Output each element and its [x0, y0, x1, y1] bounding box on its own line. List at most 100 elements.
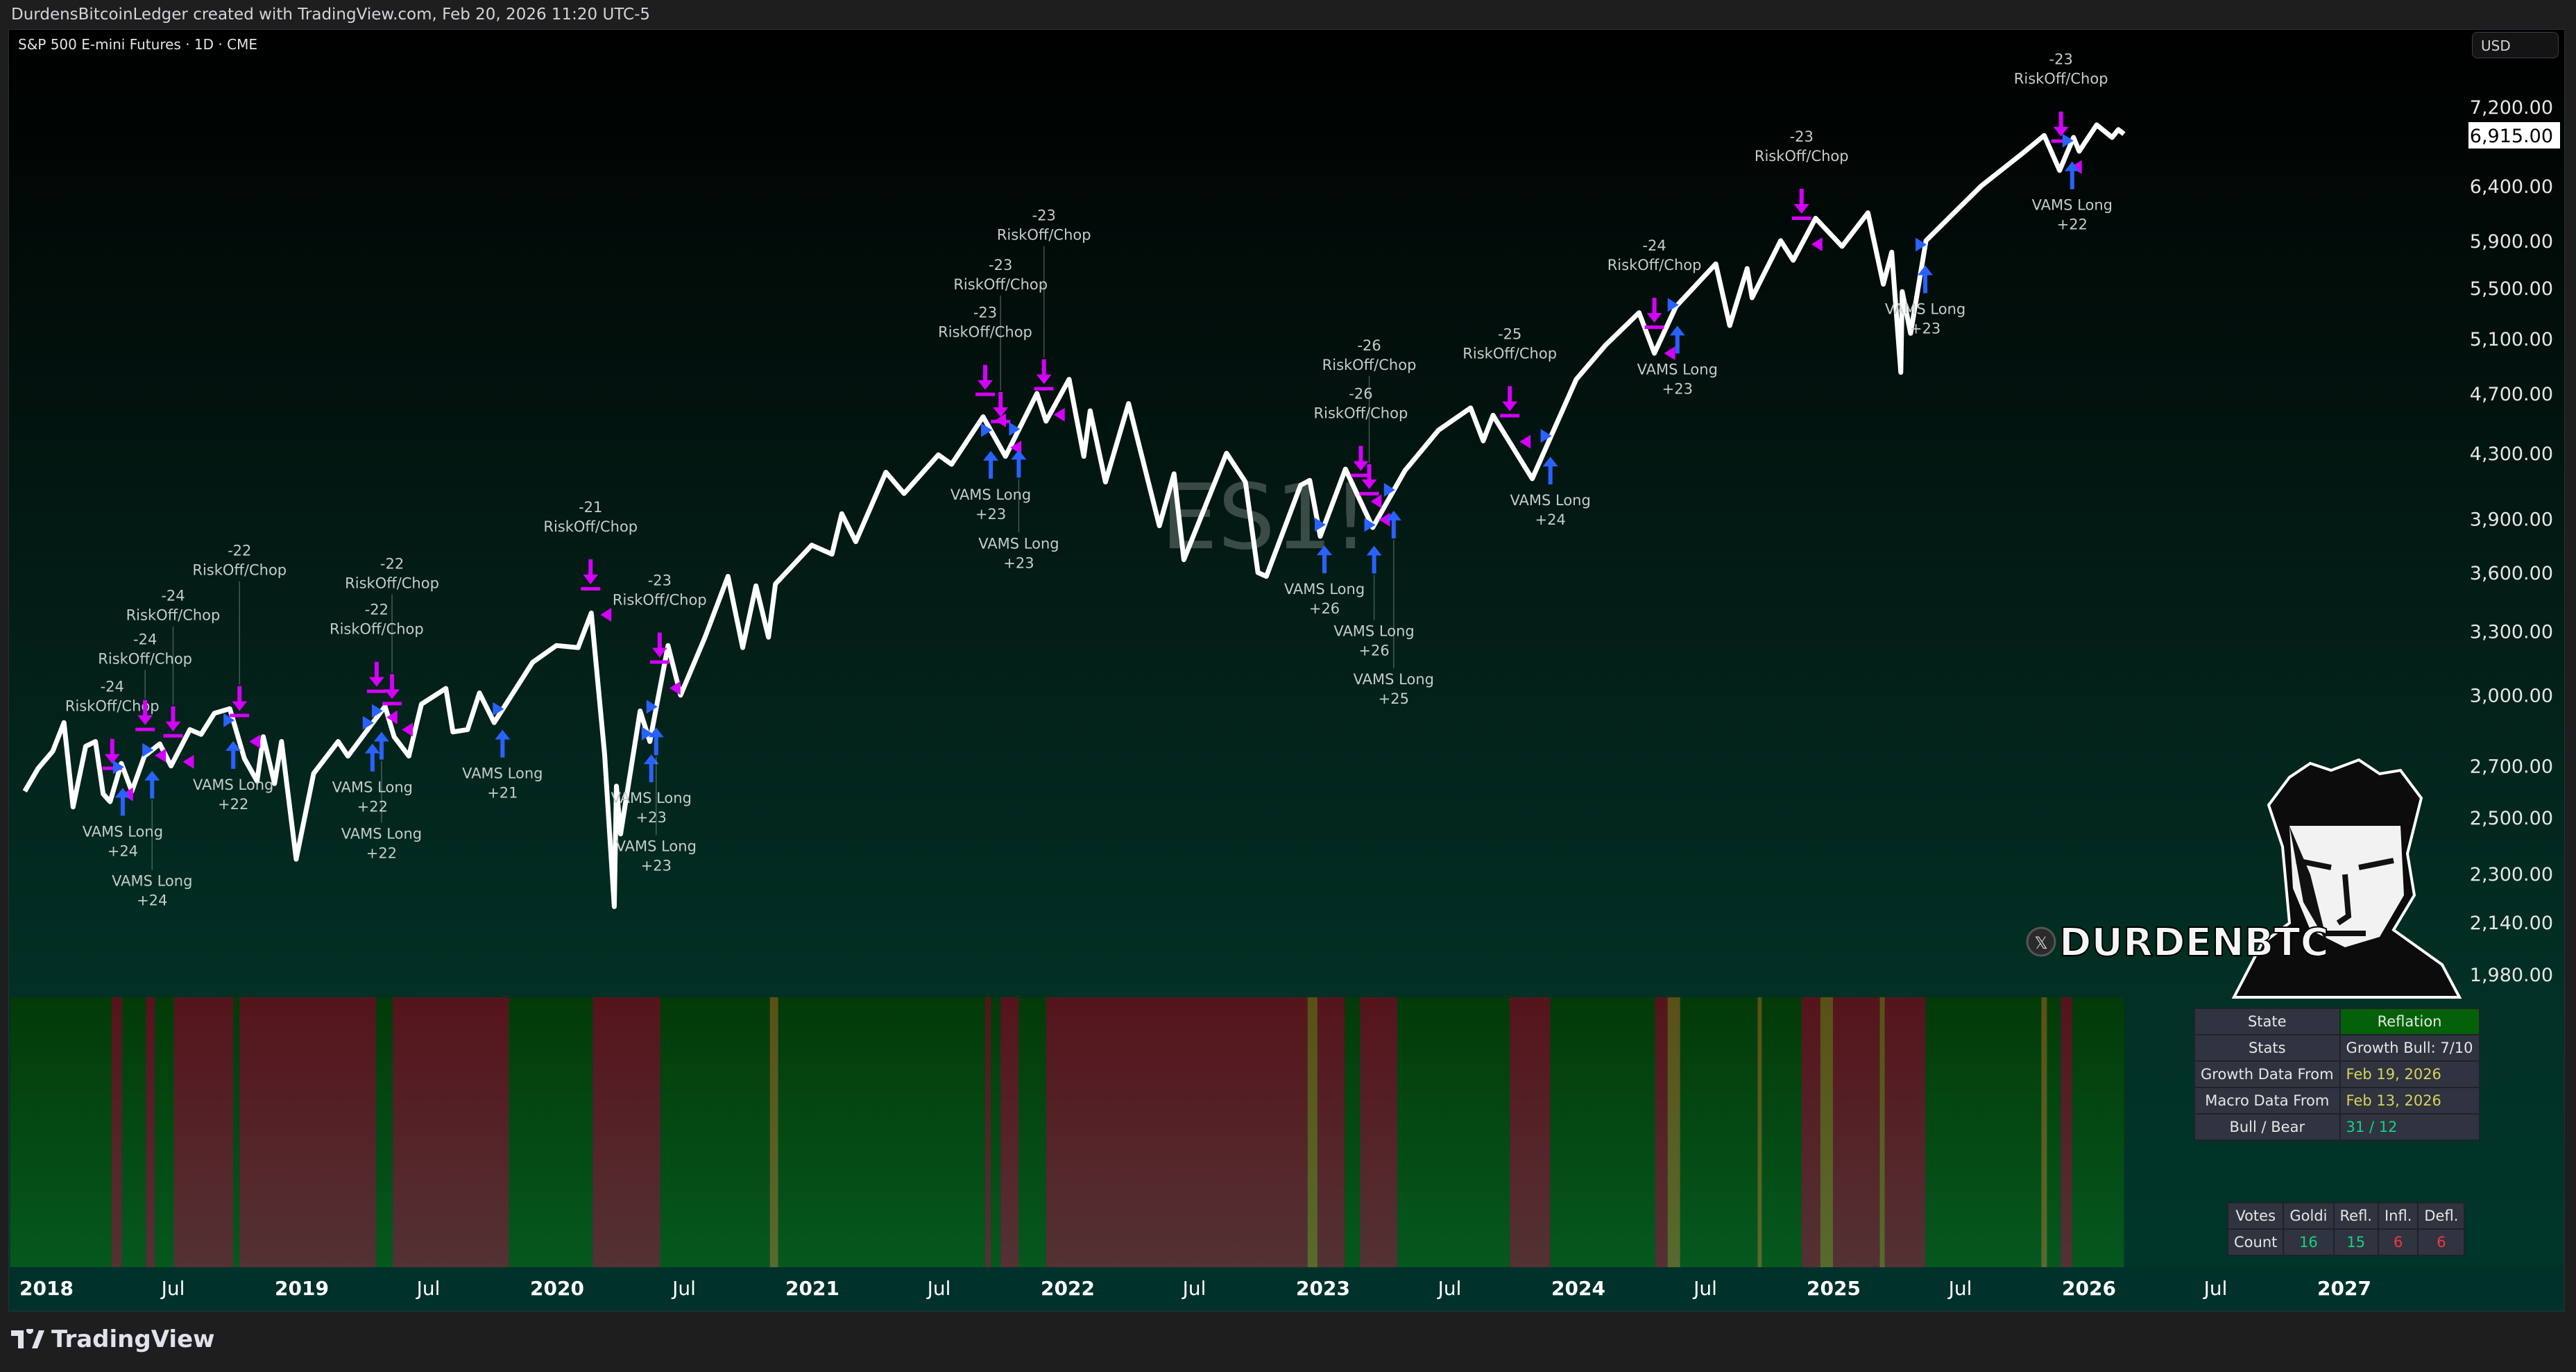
riskoff-signal: -23 RiskOff/Chop	[613, 573, 707, 695]
regime-band-bear	[111, 997, 122, 1267]
symbol-title[interactable]: S&P 500 E-mini Futures · 1D · CME	[18, 36, 257, 53]
triangle-left-icon	[1811, 237, 1823, 251]
header-cell: Goldi	[2283, 1202, 2335, 1230]
regime-band-bull	[991, 997, 1001, 1267]
regime-band-bear	[1360, 997, 1397, 1267]
currency-button[interactable]: USD	[2472, 32, 2559, 58]
vams-long-signal: VAMS Long +21	[462, 702, 543, 802]
riskoff-signal: -24 RiskOff/Chop	[98, 632, 192, 763]
vams-long-signal: VAMS Long +23	[1885, 237, 1965, 337]
regime-band-bear	[393, 997, 509, 1267]
signal-label: VAMS Long	[950, 486, 1031, 503]
regime-band-bear	[1884, 997, 1926, 1267]
signal-score: -23	[1032, 208, 1056, 224]
regime-band-bull	[509, 997, 593, 1267]
signal-markers: -24 RiskOff/Chop VAMS Long +24 -24 RiskOff/Ch…	[65, 51, 2113, 909]
riskoff-signal: -23 RiskOff/Chop	[938, 305, 1032, 427]
header-cell: Defl.	[2417, 1202, 2466, 1230]
signal-label: RiskOff/Chop	[330, 621, 424, 638]
signal-label: RiskOff/Chop	[2014, 71, 2108, 87]
signal-score: -26	[1349, 386, 1372, 403]
signal-score: -23	[2049, 51, 2073, 68]
price-axis-tick: 2,300.00	[2470, 864, 2553, 886]
signal-label: RiskOff/Chop	[543, 518, 638, 535]
triangle-right-icon	[1364, 518, 1376, 532]
time-axis-tick: Jul	[1947, 1277, 1972, 1300]
regime-band-bull	[1345, 997, 1360, 1267]
regime-band-neutral	[1307, 997, 1317, 1267]
x-icon	[2026, 926, 2056, 957]
count-cell: 15	[2332, 1228, 2379, 1256]
arrow-up-icon	[643, 754, 659, 783]
signal-label: VAMS Long	[1885, 300, 1965, 317]
signal-label: RiskOff/Chop	[98, 651, 192, 668]
arrow-up-icon	[1542, 457, 1558, 485]
table-row: Bull / Bear 31 / 12	[2194, 1113, 2480, 1141]
signal-label: VAMS Long	[611, 790, 692, 806]
signal-score: +26	[1358, 642, 1389, 659]
arrow-down-icon	[230, 686, 250, 718]
time-axis[interactable]	[9, 1267, 2564, 1310]
arrow-down-icon	[2051, 111, 2071, 143]
row-label: Stats	[2194, 1034, 2341, 1062]
triangle-right-icon	[981, 423, 993, 437]
arrow-up-icon	[225, 740, 241, 769]
signal-score: -23	[973, 305, 997, 321]
triangle-right-icon	[1009, 422, 1021, 437]
regime-band-bear	[1832, 997, 1880, 1267]
signal-label: RiskOff/Chop	[613, 592, 707, 609]
header-cell: Refl.	[2332, 1202, 2379, 1230]
signal-score: +24	[1535, 511, 1566, 528]
regime-band-bull	[121, 997, 146, 1267]
row-label: State	[2194, 1008, 2341, 1035]
arrow-up-icon	[114, 788, 130, 816]
arrow-up-icon	[364, 743, 380, 772]
price-axis-tick: 5,500.00	[2470, 278, 2553, 300]
signal-label: RiskOff/Chop	[938, 324, 1032, 341]
vams-long-signal: VAMS Long +24	[83, 760, 163, 859]
time-axis-tick: 2025	[1807, 1277, 1861, 1300]
triangle-right-icon	[1916, 237, 1927, 252]
regime-state-table: State Reflation Stats Growth Bull: 7/10 Gr…	[2194, 1008, 2480, 1141]
signal-score: +22	[366, 845, 397, 861]
signal-score: +26	[1309, 600, 1340, 617]
triangle-right-icon	[641, 727, 653, 741]
triangle-left-icon	[1379, 512, 1390, 527]
signal-score: +22	[2057, 217, 2088, 233]
regime-band-bear	[2061, 997, 2072, 1267]
table-row: Macro Data From Feb 13, 2026	[2194, 1087, 2480, 1115]
riskoff-signal: -22 RiskOff/Chop	[330, 602, 424, 725]
signal-score: -23	[989, 257, 1012, 273]
arrow-down-icon	[366, 661, 386, 693]
triangle-left-icon	[249, 734, 261, 749]
regime-band-bear	[985, 997, 991, 1267]
regime-band-bull	[660, 997, 770, 1267]
tradingview-logo[interactable]: TradingView	[11, 1326, 215, 1353]
riskoff-signal: -22 RiskOff/Chop	[345, 555, 439, 737]
tradingview-icon	[11, 1329, 44, 1348]
arrow-down-icon	[102, 738, 122, 770]
vams-long-signal: VAMS Long +22	[332, 715, 413, 815]
regime-band-bear	[592, 997, 660, 1267]
signal-label: VAMS Long	[1354, 671, 1434, 688]
time-axis-tick: 2020	[530, 1277, 584, 1300]
triangle-right-icon	[493, 702, 504, 716]
count-cell: 6	[2417, 1228, 2466, 1256]
votes-table: Votes Goldi Refl. Infl. Defl. Count 16 15 6 6	[2226, 1202, 2466, 1256]
triangle-right-icon	[1540, 429, 1552, 443]
price-axis-tick: 4,700.00	[2470, 384, 2553, 405]
triangle-right-icon	[371, 704, 383, 718]
riskoff-signal: -22 RiskOff/Chop	[192, 542, 287, 749]
time-axis-tick: 2026	[2062, 1277, 2116, 1300]
arrow-up-icon	[2064, 161, 2080, 189]
vams-long-signal: VAMS Long +23	[978, 422, 1059, 571]
price-line	[22, 122, 2126, 909]
time-axis-tick: Jul	[416, 1277, 441, 1300]
riskoff-signal: -23 RiskOff/Chop	[953, 257, 1048, 455]
price-axis-tick: 2,700.00	[2470, 756, 2553, 778]
regime-band-neutral	[1757, 997, 1762, 1267]
signal-score: -24	[101, 679, 124, 695]
regime-band-bear	[1655, 997, 1668, 1267]
triangle-right-icon	[1315, 517, 1327, 532]
